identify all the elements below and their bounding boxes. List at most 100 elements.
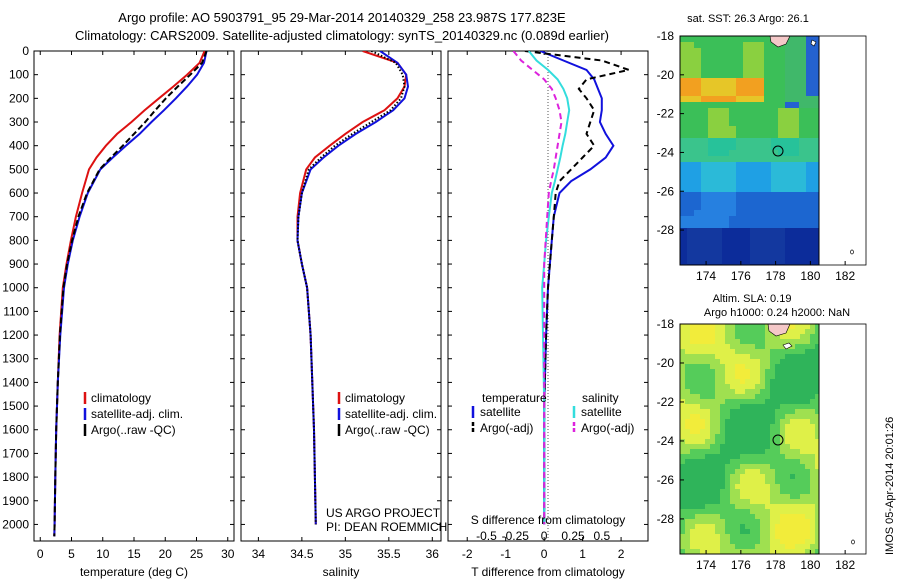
heat-cell xyxy=(764,156,772,163)
heat-cell xyxy=(790,459,796,465)
heat-cell xyxy=(806,192,814,199)
heat-cell xyxy=(764,96,772,103)
heat-cell xyxy=(813,252,819,259)
heat-cell xyxy=(780,469,786,475)
lat-tick-label: -18 xyxy=(657,317,675,331)
heat-cell xyxy=(775,509,781,515)
heat-cell xyxy=(736,138,744,145)
heat-cell xyxy=(806,222,814,229)
series-line-0 xyxy=(539,51,615,525)
heat-cell xyxy=(780,519,786,525)
heat-cell xyxy=(764,216,772,223)
heat-cell xyxy=(745,334,751,340)
heat-cell xyxy=(810,384,816,390)
sst-ellipse-marker xyxy=(850,249,854,255)
heat-cell xyxy=(687,186,695,193)
heat-cell xyxy=(757,120,765,127)
heat-cell xyxy=(729,252,737,259)
heat-cell xyxy=(715,394,721,400)
heat-cell xyxy=(765,324,771,330)
heat-cell xyxy=(705,409,711,415)
heat-cell xyxy=(755,509,761,515)
heat-cell xyxy=(708,156,716,163)
heat-cell xyxy=(755,479,761,485)
heat-cell xyxy=(775,404,781,410)
heat-cell xyxy=(729,102,737,109)
heat-cell xyxy=(806,90,814,97)
heat-cell xyxy=(710,479,716,485)
heat-cell xyxy=(790,484,796,490)
heat-cell xyxy=(685,539,691,545)
heat-cell xyxy=(690,384,696,390)
heat-cell xyxy=(700,419,706,425)
heat-cell xyxy=(715,354,721,360)
heat-cell xyxy=(708,36,716,43)
heat-cell xyxy=(770,534,776,540)
heat-cell xyxy=(695,519,701,525)
heat-cell xyxy=(800,364,806,370)
heat-cell xyxy=(680,394,686,400)
heat-cell xyxy=(720,414,726,420)
heat-cell xyxy=(687,126,695,133)
heat-cell xyxy=(750,150,758,157)
heat-cell xyxy=(750,108,758,115)
depth-tick-label: 1000 xyxy=(2,281,29,295)
heat-cell xyxy=(745,549,751,554)
heat-cell xyxy=(778,174,786,181)
x-tick-label: 0 xyxy=(541,547,548,561)
heat-cell xyxy=(757,144,765,151)
heat-cell xyxy=(701,246,709,253)
heat-cell xyxy=(722,144,730,151)
heat-cell xyxy=(760,419,766,425)
heat-cell xyxy=(785,469,791,475)
heat-cell xyxy=(765,534,771,540)
heat-cell xyxy=(755,454,761,460)
heat-cell xyxy=(715,444,721,450)
heat-cell xyxy=(694,234,702,241)
heat-cell xyxy=(701,180,709,187)
heat-cell xyxy=(765,339,771,345)
heat-cell xyxy=(770,354,776,360)
sla-map-title: Altim. SLA: 0.19 xyxy=(713,293,792,305)
heat-cell xyxy=(757,84,765,91)
x-tick-label: 10 xyxy=(96,547,110,561)
heat-cell xyxy=(750,132,758,139)
heat-cell xyxy=(770,424,776,430)
heat-cell xyxy=(685,339,691,345)
heat-cell xyxy=(690,414,696,420)
heat-cell xyxy=(810,344,816,350)
heat-cell xyxy=(690,529,696,535)
heat-cell xyxy=(805,409,811,415)
heat-cell xyxy=(750,494,756,500)
heat-cell xyxy=(757,180,765,187)
heat-cell xyxy=(690,334,696,340)
heat-cell xyxy=(700,384,706,390)
heat-cell xyxy=(790,369,796,375)
heat-cell xyxy=(785,474,791,480)
heat-cell xyxy=(805,454,811,460)
heat-cell xyxy=(790,379,796,385)
heat-cell xyxy=(785,439,791,445)
heat-cell xyxy=(813,240,819,247)
heat-cell xyxy=(694,108,702,115)
heat-cell xyxy=(799,48,807,55)
heat-cell xyxy=(694,162,702,169)
heat-cell xyxy=(720,474,726,480)
legend-header-temperature: temperature xyxy=(482,391,547,405)
heat-cell xyxy=(800,374,806,380)
heat-cell xyxy=(694,78,702,85)
heat-cell xyxy=(715,329,721,335)
heat-cell xyxy=(705,424,711,430)
heat-cell xyxy=(785,379,791,385)
heat-cell xyxy=(685,449,691,455)
heat-cell xyxy=(806,234,814,241)
heat-cell xyxy=(701,156,709,163)
heat-cell xyxy=(705,364,711,370)
heat-cell xyxy=(790,394,796,400)
heat-cell xyxy=(770,519,776,525)
heat-cell xyxy=(694,216,702,223)
heat-cell xyxy=(743,150,751,157)
heat-cell xyxy=(806,204,814,211)
heat-cell xyxy=(725,354,731,360)
heat-cell xyxy=(695,384,701,390)
